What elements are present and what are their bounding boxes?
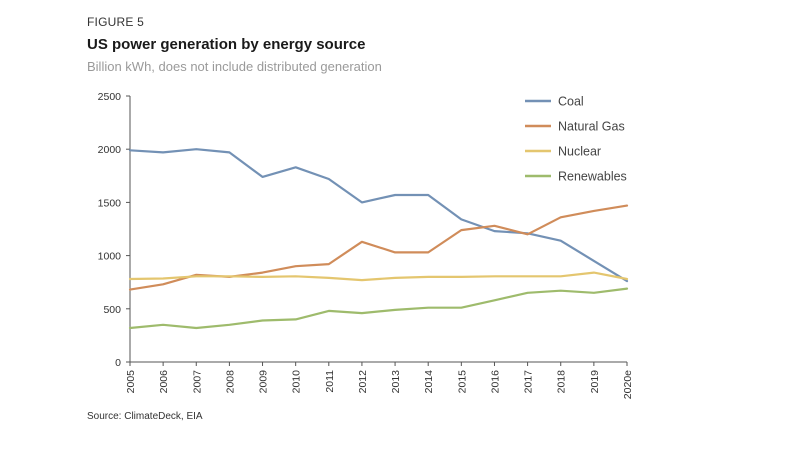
x-tick-label: 2014 bbox=[423, 370, 435, 394]
x-tick-label: 2008 bbox=[224, 370, 236, 394]
x-tick-label: 2016 bbox=[489, 370, 501, 394]
y-tick-label: 500 bbox=[103, 304, 121, 316]
x-tick-label: 2019 bbox=[589, 370, 601, 394]
legend-label-nuclear: Nuclear bbox=[558, 145, 601, 159]
source-note: Source: ClimateDeck, EIA bbox=[87, 411, 203, 422]
chart-title: US power generation by energy source bbox=[87, 36, 366, 53]
x-tick-label: 2017 bbox=[523, 370, 535, 394]
series-line-renewables bbox=[128, 287, 629, 330]
y-tick-label: 1500 bbox=[98, 197, 122, 209]
legend-label-renewables: Renewables bbox=[558, 170, 627, 184]
x-axis-ticks: 2005 2006 2007 2008 2009 2010 2011 2012 2013 2014… bbox=[125, 362, 634, 399]
y-tick-label: 2000 bbox=[98, 144, 122, 156]
series-line-nuclear bbox=[128, 271, 629, 282]
x-tick-label: 2011 bbox=[324, 370, 336, 393]
x-tick-label: 2009 bbox=[258, 370, 270, 394]
legend: Coal Natural Gas Nuclear Renewables bbox=[525, 95, 627, 184]
legend-label-natural-gas: Natural Gas bbox=[558, 120, 625, 134]
x-tick-label: 2006 bbox=[158, 370, 170, 394]
x-tick-label: 2005 bbox=[125, 370, 137, 394]
x-tick-label: 2018 bbox=[556, 370, 568, 394]
y-tick-label: 1000 bbox=[98, 251, 122, 263]
y-axis-ticks: 0 500 1000 1500 2000 2500 bbox=[98, 91, 130, 369]
figure-label: FIGURE 5 bbox=[87, 15, 144, 29]
y-tick-label: 0 bbox=[115, 357, 121, 369]
legend-label-coal: Coal bbox=[558, 95, 584, 109]
x-tick-label: 2020e bbox=[622, 370, 634, 399]
series-line-coal bbox=[128, 148, 629, 283]
y-tick-label: 2500 bbox=[98, 91, 122, 103]
series-lines bbox=[128, 148, 629, 330]
x-tick-label: 2015 bbox=[456, 370, 468, 394]
x-tick-label: 2007 bbox=[191, 370, 203, 394]
x-tick-label: 2010 bbox=[291, 370, 303, 394]
chart-subtitle: Billion kWh, does not include distribute… bbox=[87, 59, 382, 74]
x-tick-label: 2013 bbox=[390, 370, 402, 394]
x-tick-label: 2012 bbox=[357, 370, 369, 394]
